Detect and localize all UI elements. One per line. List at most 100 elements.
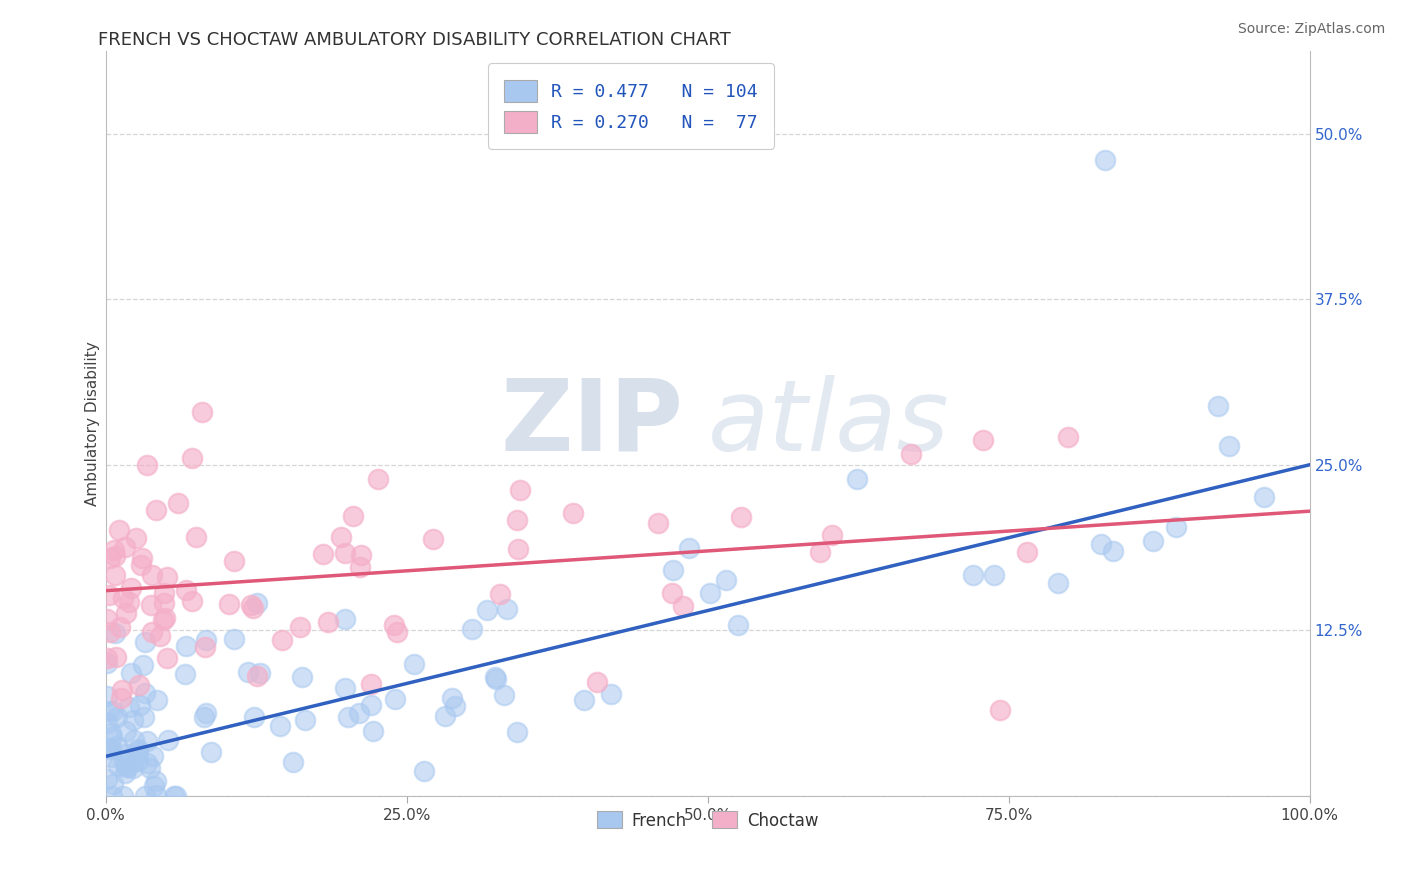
Point bbox=[821, 527, 844, 541]
Point bbox=[122, 732, 145, 747]
Point bbox=[193, 710, 215, 724]
Point bbox=[112, 591, 135, 605]
Point bbox=[983, 568, 1005, 582]
Point bbox=[100, 625, 122, 640]
Point bbox=[127, 754, 149, 768]
Point bbox=[572, 693, 595, 707]
Point bbox=[360, 677, 382, 691]
Point bbox=[506, 725, 529, 739]
Point bbox=[152, 596, 174, 610]
Point bbox=[166, 496, 188, 510]
Point bbox=[136, 734, 159, 748]
Point bbox=[1253, 490, 1275, 504]
Point bbox=[1142, 534, 1164, 549]
Point bbox=[108, 523, 131, 537]
Point bbox=[1057, 430, 1080, 444]
Point bbox=[114, 540, 136, 554]
Point bbox=[118, 595, 141, 609]
Point bbox=[422, 532, 444, 546]
Point bbox=[195, 706, 218, 720]
Point bbox=[1166, 519, 1188, 533]
Point bbox=[110, 691, 132, 706]
Point bbox=[246, 596, 269, 610]
Point bbox=[236, 665, 259, 679]
Point bbox=[191, 405, 214, 419]
Point bbox=[246, 669, 269, 683]
Point bbox=[104, 549, 127, 563]
Point bbox=[333, 681, 356, 695]
Point bbox=[240, 598, 263, 612]
Point bbox=[111, 683, 134, 698]
Point bbox=[222, 554, 245, 568]
Point bbox=[661, 563, 683, 577]
Point bbox=[385, 625, 408, 640]
Point bbox=[125, 747, 148, 762]
Point bbox=[136, 458, 159, 472]
Point bbox=[443, 698, 465, 713]
Point bbox=[413, 764, 436, 778]
Point bbox=[120, 666, 142, 681]
Point bbox=[347, 706, 370, 720]
Point bbox=[492, 688, 515, 702]
Point bbox=[118, 700, 141, 714]
Point bbox=[127, 744, 149, 758]
Point bbox=[103, 543, 125, 558]
Point bbox=[145, 789, 167, 803]
Point bbox=[900, 447, 922, 461]
Point bbox=[165, 789, 187, 803]
Point bbox=[143, 779, 166, 793]
Point bbox=[153, 611, 176, 625]
Y-axis label: Ambulatory Disability: Ambulatory Disability bbox=[86, 341, 100, 506]
Point bbox=[115, 723, 138, 738]
Point bbox=[100, 726, 122, 740]
Point bbox=[361, 724, 384, 739]
Point bbox=[174, 639, 197, 653]
Point bbox=[115, 760, 138, 774]
Point bbox=[1101, 544, 1123, 558]
Point bbox=[134, 789, 156, 803]
Point bbox=[105, 710, 128, 724]
Point bbox=[330, 530, 353, 544]
Point bbox=[108, 620, 131, 634]
Point bbox=[141, 625, 163, 640]
Point bbox=[96, 772, 118, 787]
Point bbox=[112, 754, 135, 768]
Point bbox=[134, 635, 156, 649]
Point bbox=[714, 573, 737, 587]
Point bbox=[105, 739, 128, 753]
Point bbox=[384, 692, 406, 706]
Point bbox=[335, 545, 357, 559]
Point bbox=[291, 670, 314, 684]
Point bbox=[156, 570, 179, 584]
Point bbox=[122, 761, 145, 775]
Point bbox=[181, 451, 204, 466]
Point bbox=[131, 550, 153, 565]
Point bbox=[271, 632, 294, 647]
Point bbox=[122, 713, 145, 727]
Point bbox=[115, 755, 138, 769]
Point bbox=[475, 603, 498, 617]
Point bbox=[174, 667, 197, 681]
Point bbox=[647, 516, 669, 530]
Point bbox=[1206, 399, 1229, 413]
Point bbox=[200, 745, 222, 759]
Point bbox=[149, 629, 172, 643]
Point bbox=[496, 602, 519, 616]
Point bbox=[195, 633, 218, 648]
Point bbox=[124, 532, 146, 546]
Point bbox=[727, 618, 749, 632]
Point bbox=[142, 749, 165, 764]
Point bbox=[152, 613, 174, 627]
Point bbox=[184, 530, 207, 544]
Point bbox=[100, 789, 122, 803]
Point bbox=[218, 597, 240, 611]
Point bbox=[600, 687, 623, 701]
Point bbox=[107, 759, 129, 773]
Point bbox=[730, 510, 752, 524]
Point bbox=[97, 704, 120, 718]
Point bbox=[337, 710, 360, 724]
Point bbox=[114, 765, 136, 780]
Point bbox=[136, 756, 159, 771]
Point bbox=[461, 622, 484, 636]
Point bbox=[243, 710, 266, 724]
